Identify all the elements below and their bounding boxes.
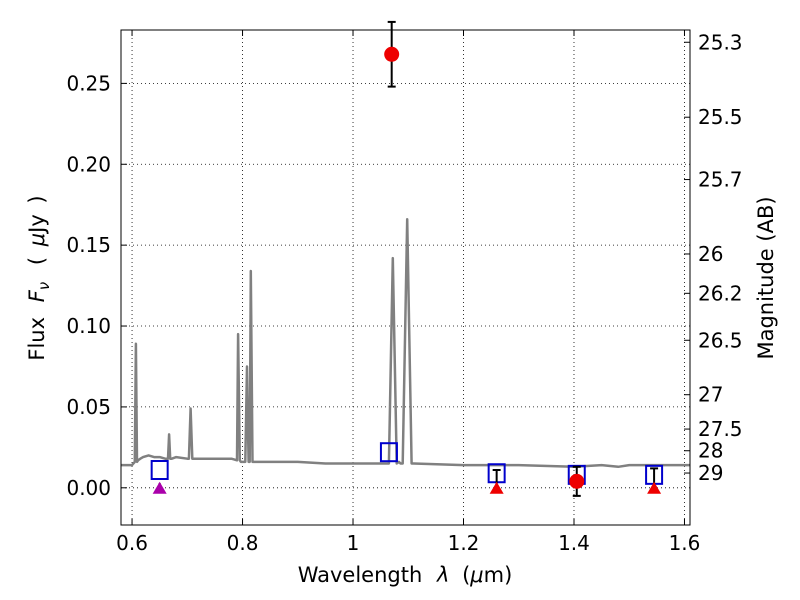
y2-axis-label: Magnitude (AB) [754,196,778,359]
x-axis-label: Wavelength λ (μm) [298,563,513,587]
y-tick-label: 0.00 [66,476,111,500]
y2-tick-label: 26 [698,242,723,266]
observed-flux-point [569,473,585,489]
y2-tick-label: 27.5 [698,417,743,441]
y2-tick-label: 26.2 [698,281,743,305]
y-tick-label: 0.25 [66,71,111,95]
triangle-marker [489,481,504,494]
axis-ticks: 0.6 0.8 1 1.2 1.4 1.6 0.00 0.05 0.10 0.15 0.20 0.25… [66,30,743,555]
x-tick-label: 1.2 [448,531,480,555]
x-tick-label: 1.4 [558,531,590,555]
y2-tick-label: 26.5 [698,328,743,352]
y-tick-label: 0.15 [66,233,111,257]
y2-tick-label: 29 [698,461,723,485]
triangle-marker [647,481,662,494]
y-tick-label: 0.10 [66,314,111,338]
model-spectrum-line [121,218,690,469]
y2-tick-label: 25.7 [698,168,743,192]
y-tick-label: 0.05 [66,395,111,419]
model-photometry-square [379,442,398,463]
x-tick-label: 0.8 [227,531,259,555]
triangle-marker [152,481,167,494]
y2-tick-label: 25.3 [698,30,743,54]
model-photometry-square [150,460,169,480]
y-tick-label: 0.20 [66,152,111,176]
y2-tick-label: 25.5 [698,105,743,129]
y2-tick-label: 27 [698,383,723,407]
x-tick-label: 0.6 [116,531,148,555]
x-tick-label: 1 [347,531,360,555]
y2-tick-label: 28 [698,439,723,463]
x-tick-label: 1.6 [669,531,701,555]
observed-flux-point [384,46,400,62]
data-layer [121,20,690,497]
y-axis-label: Flux Fν ( μJy ) [25,195,54,360]
plot-frame [120,29,691,526]
